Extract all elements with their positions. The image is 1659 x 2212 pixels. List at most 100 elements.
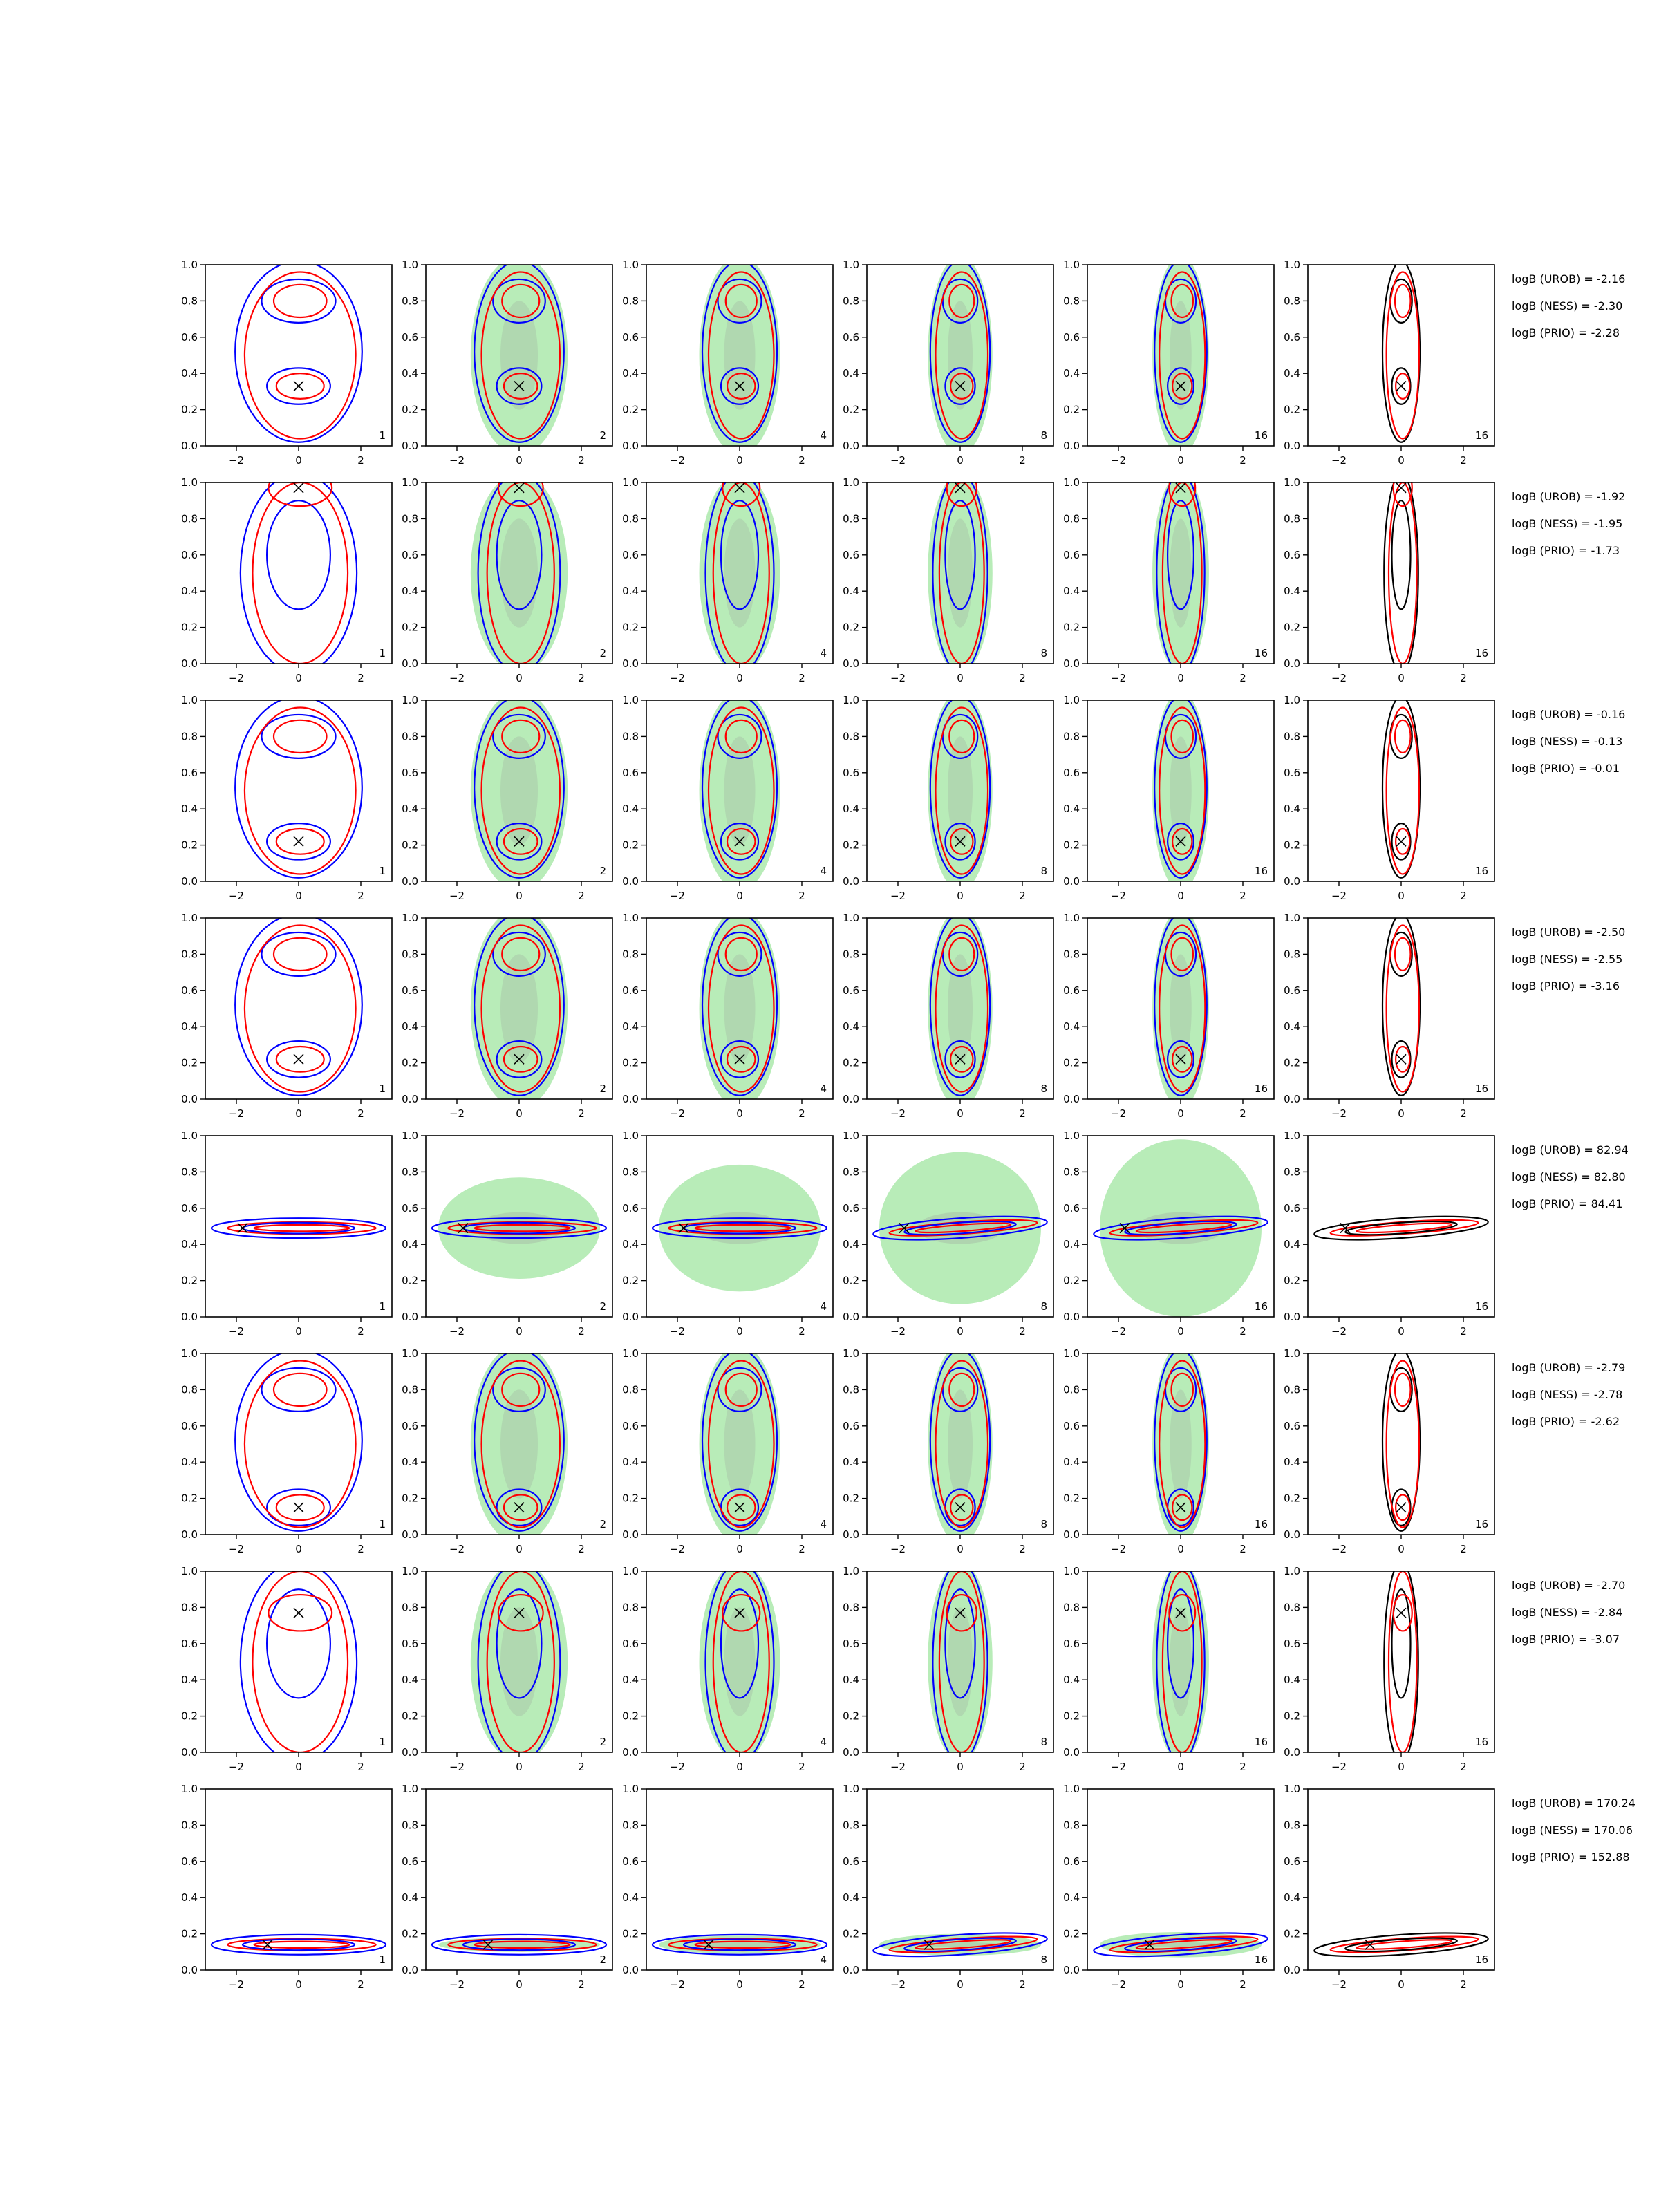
contour-inner — [497, 1593, 544, 1632]
x-tick-label: −2 — [229, 1325, 244, 1338]
y-tick-label: 1.0 — [622, 1565, 639, 1577]
contour-outer — [701, 700, 778, 879]
y-tick-label: 0.2 — [402, 1928, 418, 1940]
contour-outer — [227, 1938, 377, 1952]
panel-r1-c4: −2 0 2 0.0 0.2 0.4 0.6 0.8 1.0 8 — [843, 259, 1054, 467]
y-tick-label: 1.0 — [843, 1783, 859, 1795]
panel-frame — [1307, 264, 1495, 447]
contour-inner — [1395, 827, 1411, 855]
contour-outer — [707, 924, 775, 1093]
panel-r6-c5: −2 0 2 0.0 0.2 0.4 0.6 0.8 1.0 16 — [1063, 1347, 1275, 1555]
logB-value: logB (NESS) = -1.95 — [1512, 517, 1622, 530]
y-tick-label: 0.2 — [181, 1275, 198, 1287]
panel-frame — [205, 1571, 393, 1753]
contour-outer — [1387, 482, 1418, 664]
x-tick-label: −2 — [1111, 1978, 1126, 1991]
contour-inner — [496, 1588, 543, 1699]
x-tick-label: −2 — [670, 1107, 685, 1120]
contour-inner — [492, 1367, 546, 1412]
contour-inner — [275, 827, 325, 855]
y-tick-label: 0.4 — [402, 1674, 418, 1686]
true-value-marker — [482, 1939, 494, 1950]
true-value-marker — [734, 482, 745, 494]
x-tick-label: 2 — [1460, 1978, 1467, 1991]
contour-outer — [243, 1360, 357, 1528]
x-tick-label: 2 — [578, 672, 585, 684]
x-tick-label: −2 — [670, 454, 685, 467]
true-value-marker — [458, 1223, 469, 1234]
true-value-marker — [1396, 1053, 1407, 1065]
contour-inner — [949, 827, 974, 855]
y-tick-label: 1.0 — [843, 694, 859, 706]
contour-outer — [1385, 706, 1420, 875]
y-tick-label: 0.6 — [1284, 767, 1300, 779]
y-tick-label: 0.4 — [1284, 585, 1300, 597]
contour-inner — [944, 1040, 976, 1078]
contour-inner — [1168, 1593, 1197, 1632]
contour-area — [1152, 1571, 1209, 1752]
contour-inner — [474, 1224, 571, 1232]
x-tick-label: 0 — [295, 1978, 302, 1991]
contour-outer — [1383, 482, 1419, 664]
y-tick-label: 0.2 — [402, 1275, 418, 1287]
contour-outer — [480, 271, 561, 440]
x-tick-label: 2 — [798, 1107, 805, 1120]
contour-area — [239, 1571, 358, 1752]
contour-outer — [1159, 1360, 1206, 1528]
y-tick-label: 0.4 — [1284, 367, 1300, 379]
x-tick-label: −2 — [449, 454, 465, 467]
y-tick-label: 0.0 — [181, 440, 198, 452]
x-tick-label: 2 — [1239, 672, 1246, 684]
y-tick-label: 1.0 — [1063, 259, 1080, 271]
y-tick-label: 1.0 — [1284, 1130, 1300, 1142]
contour-area — [651, 1164, 828, 1292]
x-tick-label: −2 — [1111, 454, 1126, 467]
y-tick-label: 0.4 — [1063, 585, 1080, 597]
true-value-marker — [1144, 1939, 1155, 1950]
x-tick-label: 0 — [295, 672, 302, 684]
x-tick-label: 2 — [357, 1325, 364, 1338]
y-tick-label: 0.8 — [181, 294, 198, 307]
contour-area — [470, 1353, 568, 1535]
contour-inner — [1170, 719, 1194, 754]
y-tick-label: 0.2 — [843, 1928, 859, 1940]
x-tick-label: 0 — [957, 1978, 964, 1991]
logB-annotations: logB (UROB) = 170.24 logB (NESS) = 170.06… — [1512, 1797, 1635, 1864]
panel-r5-c5: −2 0 2 0.0 0.2 0.4 0.6 0.8 1.0 16 — [1063, 1130, 1275, 1338]
y-tick-label: 0.8 — [1063, 1601, 1080, 1613]
contour-area — [699, 265, 780, 446]
x-tick-label: −2 — [229, 1761, 244, 1773]
contour-area — [699, 482, 780, 664]
y-tick-label: 1.0 — [622, 476, 639, 489]
panel-corner-label: 16 — [1475, 1736, 1488, 1748]
y-tick-label: 0.8 — [402, 1165, 418, 1178]
y-tick-label: 1.0 — [402, 1565, 418, 1577]
y-tick-label: 0.2 — [1284, 1710, 1300, 1723]
contour-outer — [1381, 1353, 1421, 1532]
x-tick-label: 0 — [957, 1761, 964, 1773]
x-tick-label: −2 — [1111, 1543, 1126, 1555]
contour-inner — [717, 713, 762, 759]
contour-area — [1381, 1353, 1421, 1532]
x-tick-label: 2 — [1019, 1107, 1026, 1120]
x-tick-label: 2 — [357, 454, 364, 467]
contour-inner — [272, 719, 328, 754]
x-tick-label: 0 — [516, 1978, 523, 1991]
true-value-marker — [1396, 836, 1407, 847]
contour-inner — [726, 1045, 756, 1073]
x-tick-label: 0 — [957, 1107, 964, 1120]
contour-inner — [724, 719, 758, 754]
panel-r2-c1: −2 0 2 0.0 0.2 0.4 0.6 0.8 1.0 1 — [181, 476, 393, 684]
panel-r8-c3: −2 0 2 0.0 0.2 0.4 0.6 0.8 1.0 4 — [622, 1783, 834, 1991]
y-tick-label: 0.6 — [1284, 984, 1300, 997]
logB-value: logB (NESS) = -2.78 — [1512, 1388, 1622, 1401]
x-tick-label: 2 — [1239, 1978, 1246, 1991]
contour-inner — [946, 482, 977, 507]
contour-inner — [1135, 1222, 1232, 1234]
y-tick-label: 0.0 — [181, 1746, 198, 1759]
x-tick-label: −2 — [449, 890, 465, 902]
y-tick-label: 0.8 — [622, 512, 639, 525]
x-tick-label: 2 — [1019, 672, 1026, 684]
panel-corner-label: 1 — [379, 865, 386, 877]
y-tick-label: 0.4 — [622, 1238, 639, 1250]
